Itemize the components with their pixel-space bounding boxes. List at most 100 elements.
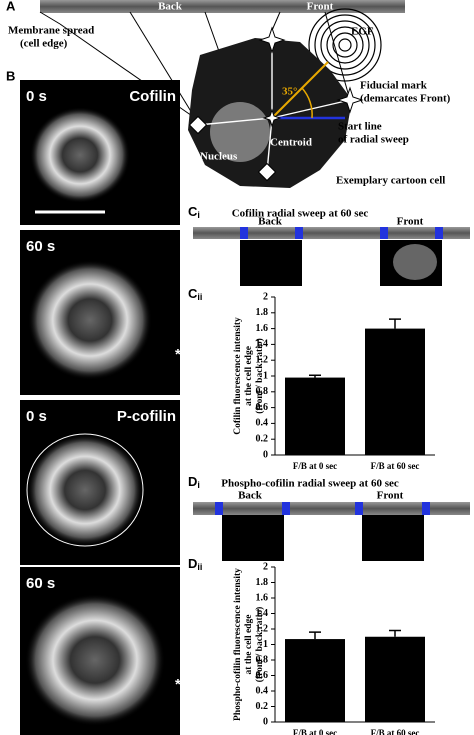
label-sub: ii (197, 292, 202, 302)
y-axis-label: Cofilin fluorescence intensity (233, 317, 243, 435)
stain-label: P-cofilin (117, 408, 176, 425)
annotation: (cell edge) (20, 38, 68, 50)
sweep-strip (40, 0, 405, 13)
y-tick-label: 1.6 (256, 323, 269, 334)
angle-arc (301, 87, 313, 119)
micrograph (20, 230, 180, 395)
zoom-image (362, 515, 424, 561)
strip-markers (215, 502, 430, 515)
error-bar (309, 631, 321, 640)
sweep-strip (193, 227, 470, 239)
stain-label: Cofilin (129, 88, 176, 105)
y-tick-label: 1.2 (256, 354, 269, 365)
label-sub: ii (197, 562, 202, 572)
y-tick-label: 0.6 (256, 670, 269, 681)
micrograph (20, 80, 180, 225)
y-axis-label: (front / back ratio) (254, 338, 265, 414)
error-bar (389, 318, 401, 329)
panel-label: Dii (188, 556, 202, 572)
bar (285, 639, 345, 722)
annotation: Fiducial mark (360, 80, 428, 92)
annotation: of radial sweep (338, 134, 409, 146)
strip-label: Front (307, 1, 334, 13)
y-tick-label: 1 (263, 370, 268, 381)
panel-label: B (6, 68, 15, 83)
bar (365, 328, 425, 455)
bar (285, 377, 345, 455)
label-sub: i (197, 210, 200, 220)
y-tick-label: 1.6 (256, 592, 269, 603)
x-tick-label: F/B at 60 sec (371, 728, 420, 735)
panel-title: Cofilin radial sweep at 60 sec (232, 208, 369, 220)
label-letter: D (188, 556, 197, 571)
panel-label: A (6, 0, 16, 13)
time-label: 60 s (26, 575, 55, 592)
y-axis-label: Phospho-cofilin fluorescence intensity (233, 568, 243, 721)
y-tick-label: 1.8 (256, 577, 269, 588)
time-label: 0 s (26, 88, 47, 105)
y-tick-label: 0.8 (256, 386, 269, 397)
y-tick-label: 0.8 (256, 654, 269, 665)
bar (365, 636, 425, 722)
micrograph (20, 400, 180, 565)
x-tick-label: F/B at 60 sec (371, 461, 420, 471)
panel-label: Di (188, 474, 200, 490)
label-letter: D (188, 474, 197, 489)
label-letter: C (188, 204, 198, 219)
concentric-gradient (308, 8, 382, 82)
annotation: Nucleus (200, 151, 238, 163)
y-axis-label: at the cell edge (244, 615, 254, 675)
zoom-image (240, 240, 302, 286)
sweep-strip (193, 502, 470, 515)
panel-title: Phospho-cofilin radial sweep at 60 sec (221, 478, 399, 490)
x-tick-label: F/B at 0 sec (293, 728, 337, 735)
marker: * (175, 346, 181, 363)
y-tick-label: 1.2 (256, 623, 269, 634)
label-letter: C (188, 286, 198, 301)
annotation: 35° (282, 86, 297, 98)
time-label: 60 s (26, 238, 55, 255)
annotation: Exemplary cartoon cell (336, 175, 445, 187)
y-tick-label: 0.2 (256, 701, 269, 712)
y-tick-label: 1.4 (256, 608, 269, 619)
annotation: (demarcates Front) (360, 93, 451, 105)
annotation: Membrane spread (8, 25, 94, 37)
y-tick-label: 1.8 (256, 307, 269, 318)
annotation: Centroid (270, 137, 312, 149)
panel-label: Ci (188, 204, 200, 220)
label-sub: i (197, 480, 200, 490)
x-tick-label: F/B at 0 sec (293, 461, 337, 471)
error-bar (309, 374, 321, 378)
y-tick-label: 2 (263, 561, 268, 572)
y-tick-label: 0.4 (256, 418, 269, 429)
strip-label: Back (158, 1, 183, 13)
y-tick-label: 0 (263, 716, 268, 727)
error-bar (389, 629, 401, 637)
annotation: EGF (351, 26, 374, 38)
y-axis-label: at the cell edge (244, 346, 254, 406)
y-tick-label: 0.2 (256, 433, 269, 444)
y-tick-label: 2 (263, 291, 268, 302)
fiducial-marks (188, 26, 364, 182)
nucleus (210, 102, 270, 162)
y-tick-label: 1.4 (256, 339, 269, 350)
strip-label: Back (258, 216, 283, 228)
micrograph (20, 567, 180, 735)
y-axis-label: (front / back ratio) (254, 607, 265, 683)
panel-label: Cii (188, 286, 202, 302)
y-tick-label: 0.6 (256, 402, 269, 413)
strip-label: Front (397, 216, 424, 228)
strip-label: Front (377, 490, 404, 502)
strip-markers (240, 227, 443, 239)
y-tick-label: 1 (263, 639, 268, 650)
y-tick-label: 0 (263, 449, 268, 460)
egf-arrow (271, 61, 329, 119)
zoom-signal (393, 244, 437, 280)
annotation: Start line (338, 121, 382, 133)
y-tick-label: 0.4 (256, 685, 269, 696)
marker: * (175, 676, 181, 693)
zoom-image (222, 515, 284, 561)
time-label: 0 s (26, 408, 47, 425)
strip-label: Back (238, 490, 263, 502)
